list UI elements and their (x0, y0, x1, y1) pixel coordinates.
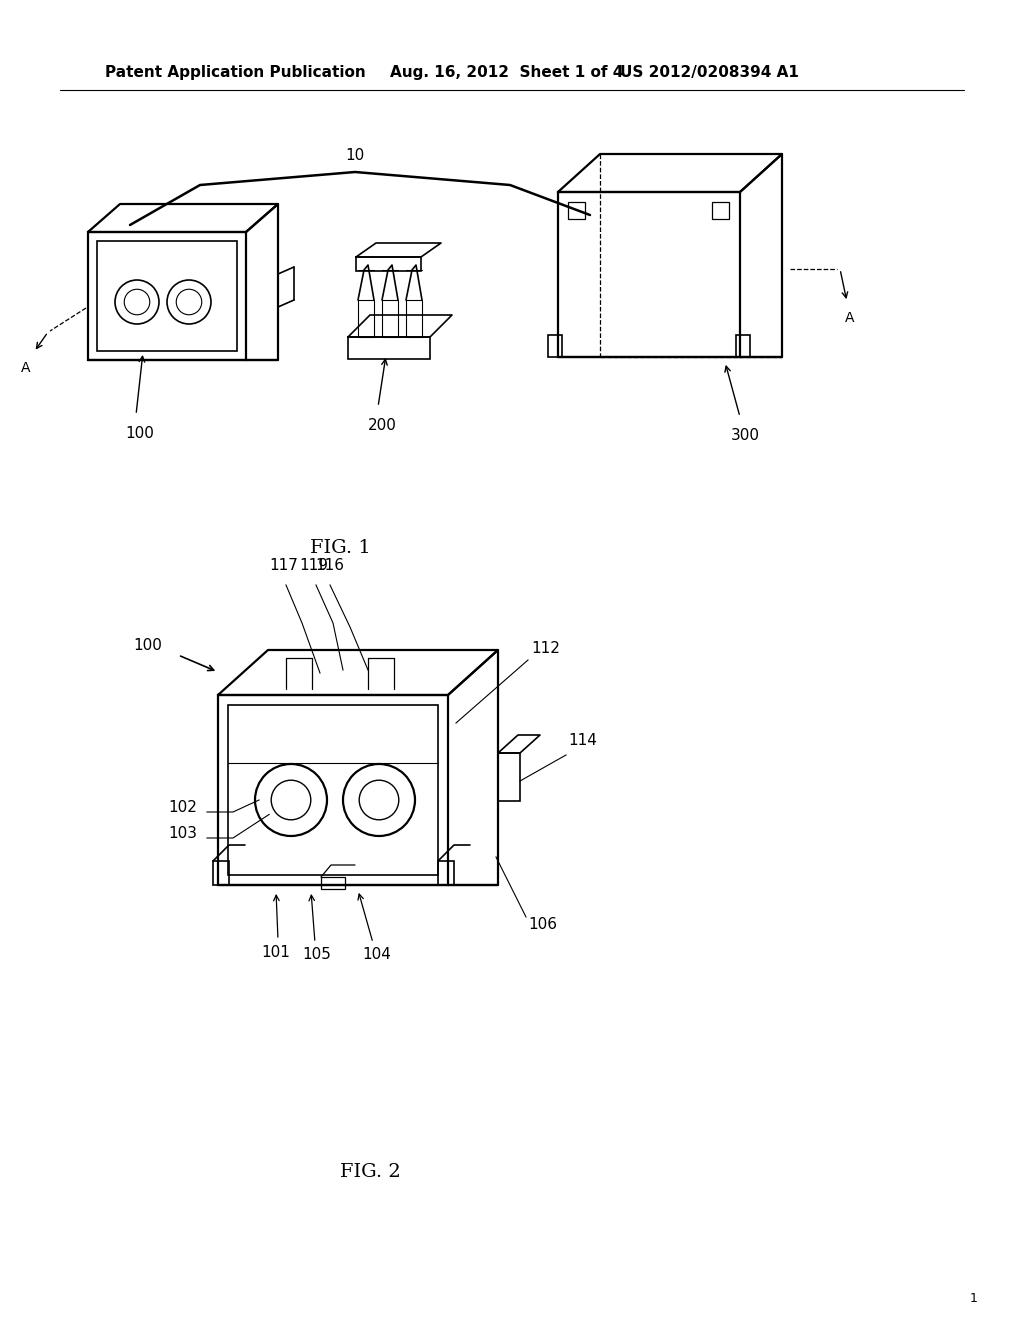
Bar (568, 202, 585, 219)
Bar (88, 232, 246, 360)
Text: 119: 119 (299, 558, 329, 573)
Text: 100: 100 (133, 638, 163, 652)
Bar (712, 202, 729, 219)
Text: FIG. 1: FIG. 1 (309, 539, 371, 557)
Text: 101: 101 (261, 945, 291, 960)
Bar (498, 752, 520, 801)
Text: 116: 116 (315, 558, 344, 573)
Bar (736, 335, 750, 356)
Text: 117: 117 (269, 558, 298, 573)
Text: 106: 106 (528, 917, 557, 932)
Bar (228, 705, 438, 875)
Text: A: A (22, 360, 31, 375)
Bar (218, 696, 449, 884)
Text: 103: 103 (168, 826, 197, 841)
Text: Patent Application Publication: Patent Application Publication (105, 65, 366, 79)
Text: 114: 114 (568, 733, 597, 748)
Bar (438, 861, 454, 884)
Text: 104: 104 (362, 946, 391, 962)
Text: FIG. 2: FIG. 2 (340, 1163, 400, 1181)
Bar (321, 876, 345, 888)
Text: 200: 200 (368, 417, 396, 433)
Text: 102: 102 (168, 800, 197, 814)
Bar (356, 257, 421, 271)
Text: US 2012/0208394 A1: US 2012/0208394 A1 (620, 65, 799, 79)
Text: 1: 1 (970, 1292, 978, 1305)
Text: 100: 100 (126, 425, 155, 441)
Bar (558, 191, 740, 356)
Text: 10: 10 (345, 148, 365, 162)
Text: 112: 112 (531, 642, 560, 656)
Bar (213, 861, 229, 884)
Text: A: A (845, 312, 855, 325)
Text: 300: 300 (730, 428, 760, 442)
Bar (548, 335, 562, 356)
Text: 105: 105 (302, 946, 332, 962)
Bar (97, 242, 237, 351)
Text: Aug. 16, 2012  Sheet 1 of 4: Aug. 16, 2012 Sheet 1 of 4 (390, 65, 624, 79)
Bar (348, 337, 430, 359)
